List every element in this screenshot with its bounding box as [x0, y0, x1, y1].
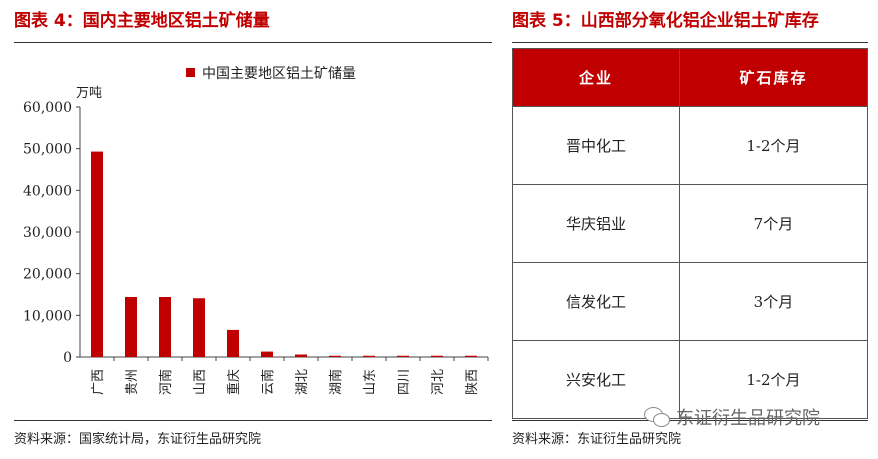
watermark-text: 东证衍生品研究院 [676, 408, 820, 429]
header-company: 企业 [512, 48, 680, 107]
y-tick-label: 30,000 [23, 225, 72, 241]
bar-河南 [159, 297, 171, 357]
x-tick-label: 山西 [193, 369, 208, 395]
x-tick-label: 贵州 [125, 369, 140, 395]
inventory-cell: 1-2个月 [678, 106, 869, 185]
x-tick-label: 四川 [397, 369, 412, 395]
left-figure-title: 图表 4：国内主要地区铝土矿储量 [14, 11, 270, 31]
right-source-rule [512, 420, 868, 421]
y-tick-label: 0 [63, 350, 72, 366]
y-unit-label: 万吨 [76, 86, 102, 101]
right-figure-title: 图表 5：山西部分氧化铝企业铝土矿库存 [512, 11, 819, 31]
y-tick-label: 60,000 [23, 100, 72, 116]
wechat-icon [644, 407, 670, 427]
left-source-rule [14, 420, 492, 421]
x-tick-label: 河南 [158, 369, 174, 395]
inventory-cell: 3个月 [678, 262, 869, 341]
left-title-rule [14, 42, 492, 43]
inventory-table: 企业 矿石库存 晋中化工 1-2个月 华庆铝业 7个月 信发化工 3个月 兴安化… [512, 48, 869, 419]
table-header-row: 企业 矿石库存 [512, 48, 869, 107]
table-row: 信发化工 3个月 [512, 262, 869, 341]
bar-湖南 [329, 355, 341, 357]
y-tick-label: 40,000 [23, 183, 72, 199]
bar-贵州 [125, 297, 137, 357]
bar-广西 [91, 151, 103, 357]
watermark: 东证衍生品研究院 [644, 404, 820, 430]
company-cell: 兴安化工 [512, 340, 680, 419]
company-cell: 晋中化工 [512, 106, 680, 185]
x-tick-label: 云南 [260, 369, 276, 395]
right-title-rule [512, 42, 868, 43]
x-tick-label: 广西 [91, 369, 106, 395]
bar-湖北 [295, 354, 307, 357]
bar-陕西 [465, 355, 477, 357]
company-cell: 信发化工 [512, 262, 680, 341]
bar-山西 [193, 298, 205, 357]
x-tick-label: 湖南 [328, 369, 344, 395]
bar-重庆 [227, 329, 239, 357]
header-ore-inventory: 矿石库存 [678, 48, 869, 107]
right-source-note: 资料来源：东证衍生品研究院 [512, 432, 682, 447]
y-tick-label: 20,000 [23, 267, 72, 283]
y-tick-label: 10,000 [23, 308, 72, 324]
left-source-note: 资料来源：国家统计局，东证衍生品研究院 [14, 432, 262, 447]
x-tick-label: 河北 [431, 369, 446, 395]
x-tick-label: 山东 [363, 369, 378, 395]
legend-swatch [186, 68, 195, 77]
table-row: 兴安化工 1-2个月 [512, 340, 869, 419]
bauxite-reserves-chart: 0 10,000 20,000 30,000 40,000 50,000 60,000 万吨 中… [23, 66, 489, 395]
x-tick-label: 重庆 [226, 369, 242, 395]
company-cell: 华庆铝业 [512, 184, 680, 263]
inventory-cell: 1-2个月 [678, 340, 869, 419]
table-row: 晋中化工 1-2个月 [512, 106, 869, 185]
bar-云南 [261, 351, 273, 357]
x-tick-label: 湖北 [295, 369, 310, 395]
bar-河北 [431, 355, 443, 357]
inventory-cell: 7个月 [678, 184, 869, 263]
x-tick-label: 陕西 [465, 369, 480, 395]
legend-label: 中国主要地区铝土矿储量 [202, 66, 356, 82]
bar-山东 [363, 355, 375, 357]
table-row: 华庆铝业 7个月 [512, 184, 869, 263]
y-tick-label: 50,000 [23, 142, 72, 158]
bar-四川 [397, 355, 409, 357]
